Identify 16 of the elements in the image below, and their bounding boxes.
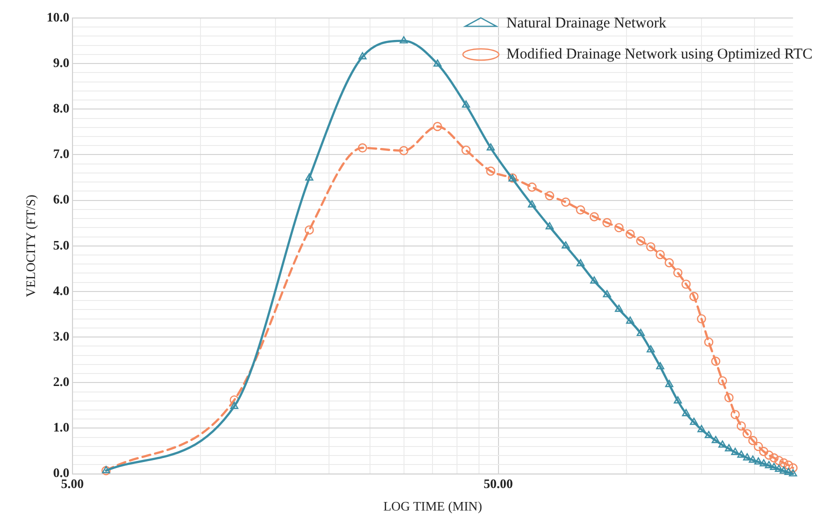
y-tick-label: 3.0 xyxy=(53,328,70,344)
y-tick-label: 4.0 xyxy=(53,282,70,298)
x-tick-label: 50.00 xyxy=(484,476,513,491)
y-axis-title: VELOCITY (FT/S) xyxy=(23,194,38,298)
y-tick-label: 10.0 xyxy=(46,9,70,24)
legend-label: Natural Drainage Network xyxy=(506,15,667,32)
y-tick-label: 6.0 xyxy=(53,192,70,207)
y-tick-label: 8.0 xyxy=(53,100,70,116)
y-tick-label: 9.0 xyxy=(53,54,70,70)
y-tick-label: 1.0 xyxy=(53,420,70,435)
y-tick-label: 7.0 xyxy=(53,146,70,162)
y-tick-label: 5.0 xyxy=(53,237,70,252)
y-tick-label: 0.0 xyxy=(53,465,70,480)
legend-label: Modified Drainage Network using Optimized RTC xyxy=(506,46,812,62)
x-axis-title: LOG TIME (MIN) xyxy=(383,498,482,514)
y-tick-label: 2.0 xyxy=(53,374,70,389)
